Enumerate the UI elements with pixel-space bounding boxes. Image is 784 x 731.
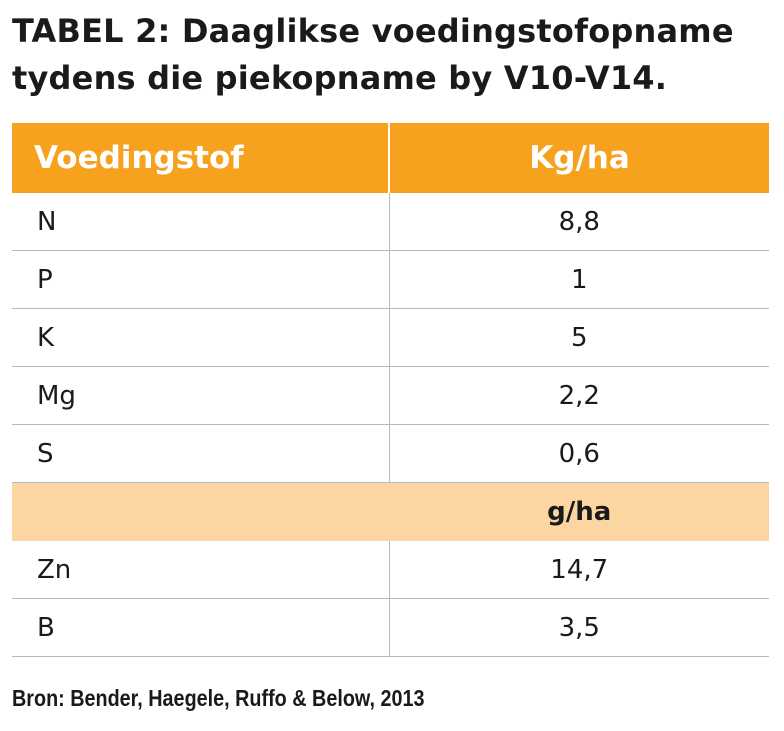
nutrient-cell: S xyxy=(12,424,390,483)
value-cell: 1 xyxy=(389,250,769,309)
value-cell: 2,2 xyxy=(389,366,769,425)
source-citation: Bron: Bender, Haegele, Ruffo & Below, 20… xyxy=(12,685,425,711)
nutrient-cell: K xyxy=(12,308,390,367)
table-title-line-2: tydens die piekopname by V10-V14. xyxy=(12,59,668,97)
column-header-nutrient: Voedingstof xyxy=(12,123,390,193)
value-cell: 5 xyxy=(389,308,769,367)
table-row: Zn 14,7 xyxy=(12,540,769,599)
value-cell: 0,6 xyxy=(389,424,769,483)
table-header-row: Voedingstof Kg/ha xyxy=(12,123,769,193)
nutrient-cell: P xyxy=(12,250,390,309)
value-cell: 3,5 xyxy=(389,598,769,657)
nutrient-cell: N xyxy=(12,193,390,251)
table-row: K 5 xyxy=(12,308,769,367)
table-title: TABEL 2: Daaglikse voedingstofopname tyd… xyxy=(12,8,782,102)
table-row: Mg 2,2 xyxy=(12,366,769,425)
subheader-label-cell xyxy=(12,482,390,541)
nutrient-cell: Mg xyxy=(12,366,390,425)
value-cell: 8,8 xyxy=(389,193,769,251)
nutrient-uptake-table: Voedingstof Kg/ha N 8,8 P 1 K 5 Mg 2,2 S… xyxy=(12,123,769,657)
nutrient-cell: B xyxy=(12,598,390,657)
table-row: N 8,8 xyxy=(12,193,769,251)
column-header-unit: Kg/ha xyxy=(389,123,769,193)
table-subheader-row: g/ha xyxy=(12,482,769,541)
table-title-line-1: TABEL 2: Daaglikse voedingstofopname xyxy=(12,12,734,50)
value-cell: 14,7 xyxy=(389,540,769,599)
subheader-unit-cell: g/ha xyxy=(389,482,769,541)
table-row: P 1 xyxy=(12,250,769,309)
table-row: B 3,5 xyxy=(12,598,769,657)
table-row: S 0,6 xyxy=(12,424,769,483)
nutrient-cell: Zn xyxy=(12,540,390,599)
